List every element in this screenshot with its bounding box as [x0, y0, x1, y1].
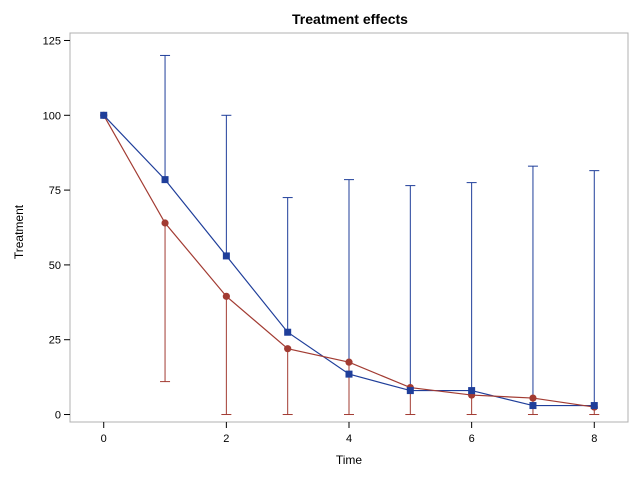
y-tick-label: 100: [43, 110, 61, 122]
data-point-square: [590, 402, 598, 410]
y-tick-label: 0: [55, 410, 61, 422]
data-point-circle: [161, 219, 169, 227]
data-point-circle: [284, 345, 292, 353]
y-axis-label: Treatment: [12, 204, 26, 259]
data-point-square: [468, 387, 476, 395]
data-point-square: [406, 387, 414, 395]
x-tick-label: 6: [469, 433, 475, 445]
x-tick-label: 8: [591, 433, 597, 445]
x-axis-label: Time: [336, 453, 363, 467]
series-markers: [100, 111, 598, 411]
y-tick-label: 25: [49, 335, 61, 347]
data-point-square: [100, 111, 108, 119]
x-tick-label: 0: [101, 433, 107, 445]
chart-title: Treatment effects: [292, 11, 408, 27]
x-tick-label: 2: [223, 433, 229, 445]
data-point-circle: [222, 292, 230, 300]
data-point-square: [222, 252, 230, 260]
y-axis: 0 25 50 75 100 125: [43, 35, 70, 422]
y-tick-label: 75: [49, 185, 61, 197]
x-tick-label: 4: [346, 433, 352, 445]
data-point-square: [284, 328, 292, 336]
y-tick-label: 125: [43, 35, 61, 47]
data-point-circle: [345, 358, 353, 366]
x-axis: 0 2 4 6 8: [101, 422, 597, 445]
data-point-square: [161, 176, 169, 184]
data-point-square: [529, 402, 537, 410]
y-tick-label: 50: [49, 260, 61, 272]
data-point-square: [345, 370, 353, 378]
data-point-circle: [529, 394, 537, 402]
